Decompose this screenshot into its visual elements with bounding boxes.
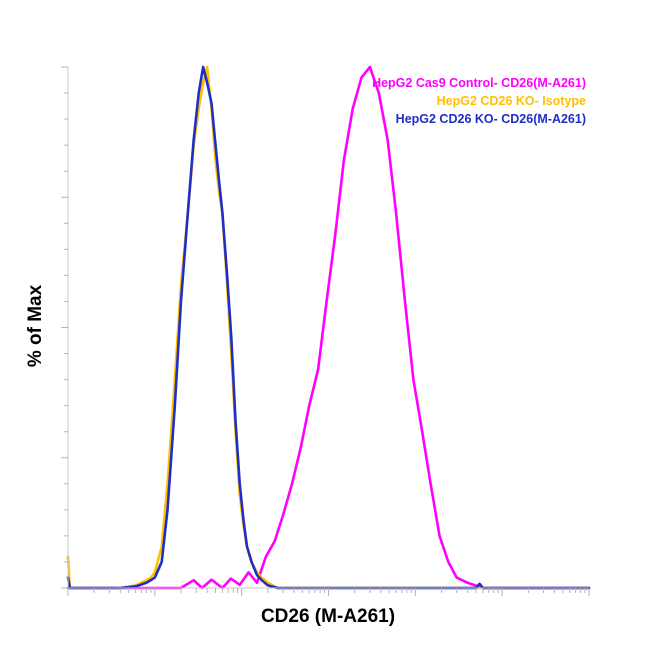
series-line-0 xyxy=(66,65,591,590)
legend: HepG2 Cas9 Control- CD26(M-A261) HepG2 CD… xyxy=(372,76,586,126)
y-axis-title: % of Max xyxy=(25,284,46,367)
series-layer xyxy=(66,65,591,590)
axes-layer xyxy=(61,66,590,596)
legend-entry-1: HepG2 CD26 KO- Isotype xyxy=(437,94,586,108)
legend-entry-2: HepG2 CD26 KO- CD26(M-A261) xyxy=(396,112,586,126)
x-axis-title: CD26 (M-A261) xyxy=(261,606,395,627)
series-line-2 xyxy=(66,65,591,590)
series-line-1 xyxy=(66,65,591,590)
legend-entry-0: HepG2 Cas9 Control- CD26(M-A261) xyxy=(372,76,586,90)
